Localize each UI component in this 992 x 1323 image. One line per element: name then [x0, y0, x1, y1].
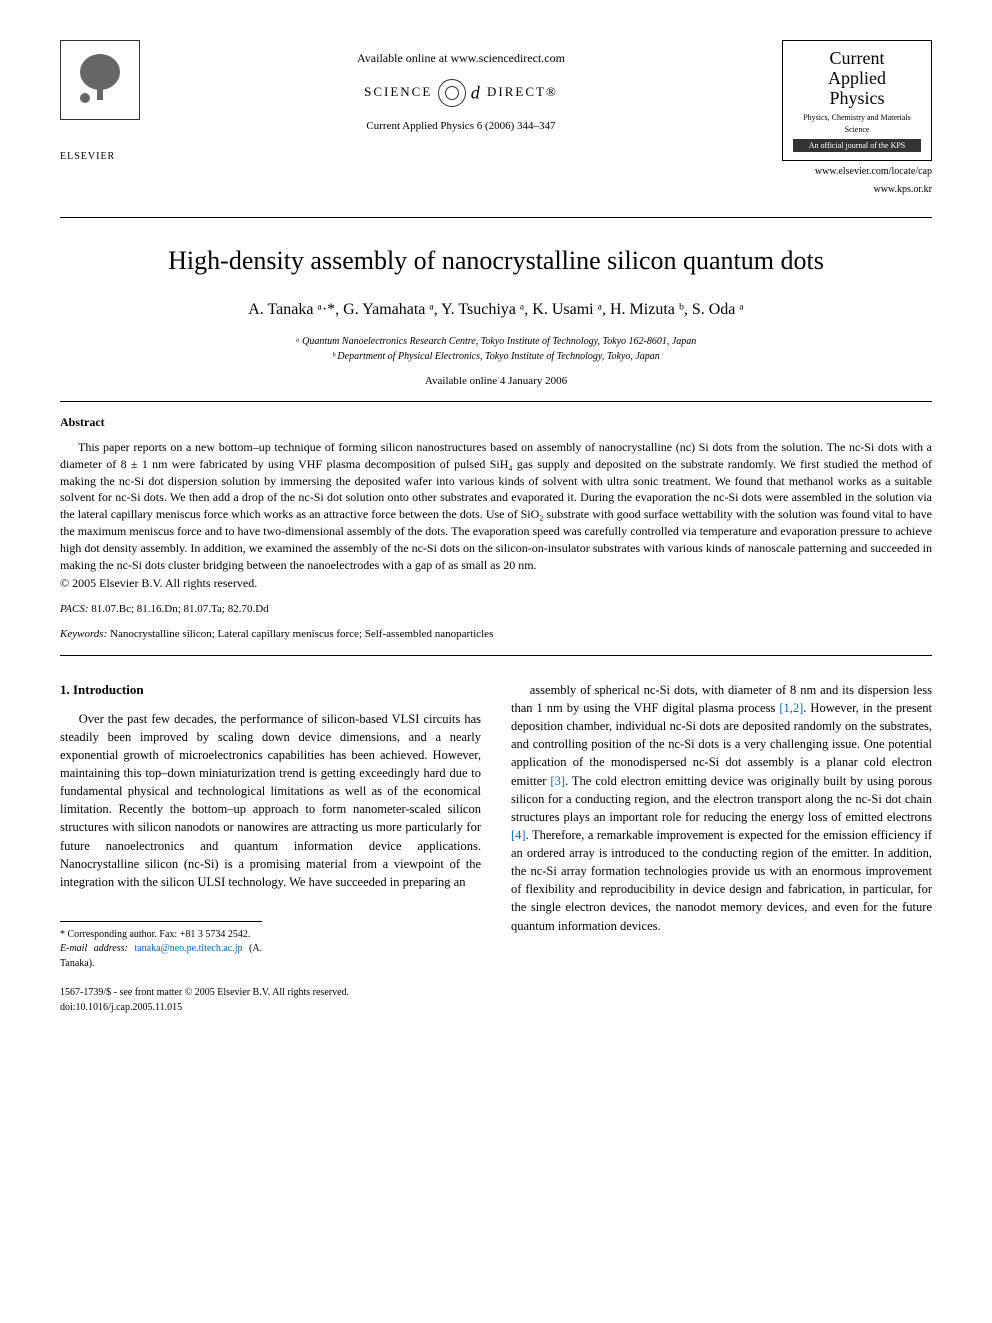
- sd-label-left: SCIENCE: [364, 84, 432, 99]
- publisher-block: ELSEVIER: [60, 40, 140, 164]
- abstract-heading: Abstract: [60, 414, 932, 431]
- col2-text-3: . The cold electron emitting device was …: [511, 774, 932, 824]
- journal-reference: Current Applied Physics 6 (2006) 344–347: [140, 119, 782, 134]
- reference-link-4[interactable]: [4]: [511, 828, 526, 842]
- journal-title-line3: Physics: [793, 89, 921, 109]
- reference-link-3[interactable]: [3]: [550, 774, 565, 788]
- article-title: High-density assembly of nanocrystalline…: [60, 243, 932, 279]
- page-header: ELSEVIER Available online at www.science…: [60, 40, 932, 197]
- column-right: assembly of spherical nc-Si dots, with d…: [511, 681, 932, 1016]
- bottom-metadata: 1567-1739/$ - see front matter © 2005 El…: [60, 986, 481, 1015]
- issn-line: 1567-1739/$ - see front matter © 2005 El…: [60, 986, 481, 1001]
- header-divider: [60, 217, 932, 218]
- sd-d-glyph: d: [471, 82, 482, 102]
- journal-subtitle: Physics, Chemistry and Materials Science: [793, 112, 921, 134]
- journal-title-line1: Current: [793, 49, 921, 69]
- email-line: E-mail address: tanaka@neo.pe.titech.ac.…: [60, 942, 262, 971]
- pacs-line: PACS: 81.07.Bc; 81.16.Dn; 81.07.Ta; 82.7…: [60, 602, 932, 617]
- journal-link-1: www.elsevier.com/locate/cap: [782, 165, 932, 179]
- corresponding-author: * Corresponding author. Fax: +81 3 5734 …: [60, 928, 262, 943]
- reference-link-1-2[interactable]: [1,2]: [779, 701, 803, 715]
- journal-link-2: www.kps.or.kr: [782, 183, 932, 197]
- header-center: Available online at www.sciencedirect.co…: [140, 40, 782, 134]
- column-left-paragraph: Over the past few decades, the performan…: [60, 710, 481, 891]
- elsevier-logo: [60, 40, 140, 120]
- pacs-label: PACS:: [60, 603, 89, 615]
- pacs-codes: 81.07.Bc; 81.16.Dn; 81.07.Ta; 82.70.Dd: [91, 603, 268, 615]
- col2-text-4: . Therefore, a remarkable improvement is…: [511, 828, 932, 933]
- affiliations: ᵃ Quantum Nanoelectronics Research Centr…: [60, 334, 932, 364]
- sd-circle-icon: [438, 79, 466, 107]
- journal-title-line2: Applied: [793, 69, 921, 89]
- journal-official-note: An official journal of the KPS: [793, 139, 921, 152]
- keywords-text: Nanocrystalline silicon; Lateral capilla…: [110, 628, 493, 640]
- column-right-paragraph: assembly of spherical nc-Si dots, with d…: [511, 681, 932, 935]
- journal-box: Current Applied Physics Physics, Chemist…: [782, 40, 932, 161]
- doi-line: doi:10.1016/j.cap.2005.11.015: [60, 1001, 481, 1016]
- keywords-label: Keywords:: [60, 628, 107, 640]
- authors-line: A. Tanaka ᵃ·*, G. Yamahata ᵃ, Y. Tsuchiy…: [60, 299, 932, 321]
- abstract-bottom-divider: [60, 655, 932, 656]
- keywords-line: Keywords: Nanocrystalline silicon; Later…: [60, 627, 932, 642]
- publisher-name: ELSEVIER: [60, 150, 140, 164]
- affiliation-b: ᵇ Department of Physical Electronics, To…: [60, 349, 932, 364]
- body-columns: 1. Introduction Over the past few decade…: [60, 681, 932, 1016]
- introduction-heading: 1. Introduction: [60, 681, 481, 700]
- sd-label-right: DIRECT®: [487, 84, 558, 99]
- column-left: 1. Introduction Over the past few decade…: [60, 681, 481, 1016]
- affiliation-a: ᵃ Quantum Nanoelectronics Research Centr…: [60, 334, 932, 349]
- journal-box-wrapper: Current Applied Physics Physics, Chemist…: [782, 40, 932, 197]
- footnotes: * Corresponding author. Fax: +81 3 5734 …: [60, 921, 262, 972]
- available-date: Available online 4 January 2006: [60, 374, 932, 389]
- email-label: E-mail address:: [60, 943, 128, 954]
- available-online-text: Available online at www.sciencedirect.co…: [140, 50, 782, 67]
- email-address[interactable]: tanaka@neo.pe.titech.ac.jp: [134, 943, 242, 954]
- copyright-line: © 2005 Elsevier B.V. All rights reserved…: [60, 575, 932, 592]
- sciencedirect-logo: SCIENCE d DIRECT®: [140, 79, 782, 107]
- abstract-top-divider: [60, 401, 932, 402]
- abstract-text: This paper reports on a new bottom–up te…: [60, 439, 932, 573]
